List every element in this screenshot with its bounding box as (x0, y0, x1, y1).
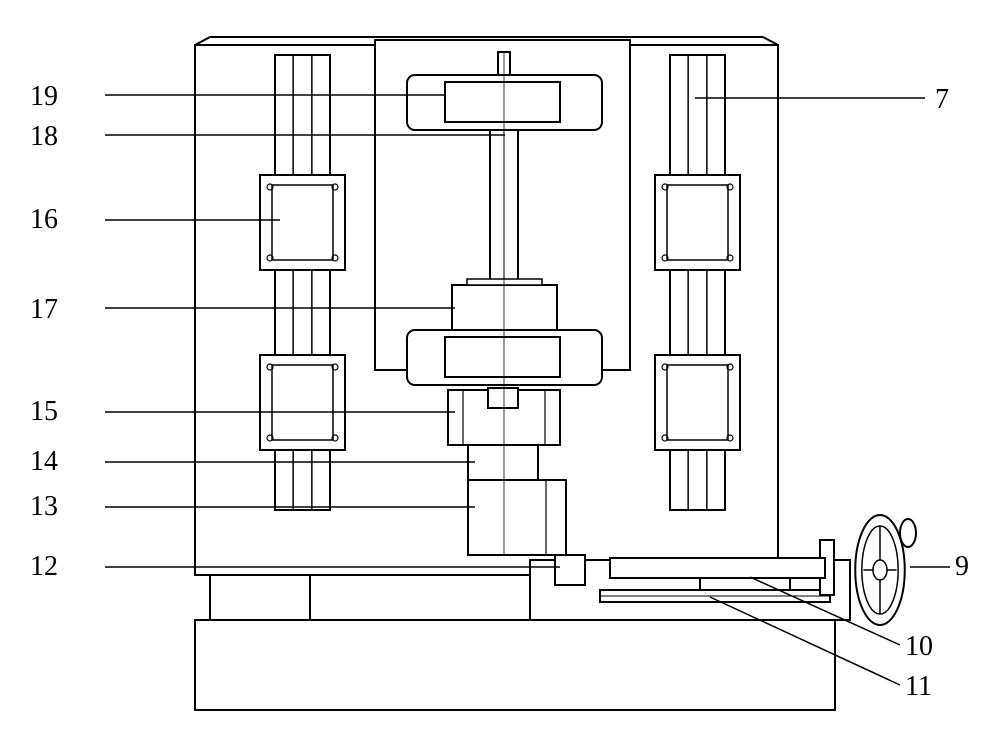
callout-17: 17 (30, 294, 58, 325)
vertical-shaft-18 (490, 130, 518, 285)
rail-carriage-16-2 (260, 355, 345, 450)
top-bracket-19 (407, 75, 602, 130)
callout-10: 10 (905, 631, 933, 662)
handwheel (850, 515, 910, 625)
callout-9: 9 (955, 551, 969, 582)
callout-16: 16 (30, 204, 58, 235)
rail-carriage-16-4 (655, 355, 740, 450)
callout-18: 18 (30, 121, 58, 152)
guide-11 (600, 590, 830, 602)
machine-base (195, 620, 835, 710)
rail-carriage-16-3 (655, 175, 740, 270)
callout-11: 11 (905, 671, 932, 702)
shaft-9 (610, 558, 825, 578)
callout-13: 13 (30, 491, 58, 522)
callout-12: 12 (30, 551, 58, 582)
callout-19: 19 (30, 81, 58, 112)
block-17 (452, 285, 557, 330)
block-15 (448, 390, 560, 445)
node-12 (555, 555, 585, 585)
callout-7: 7 (935, 84, 949, 115)
rail-carriage-16-1 (260, 175, 345, 270)
callout-15: 15 (30, 396, 58, 427)
pillar-13 (468, 480, 566, 555)
callout-14: 14 (30, 446, 58, 477)
block-14 (468, 445, 538, 480)
